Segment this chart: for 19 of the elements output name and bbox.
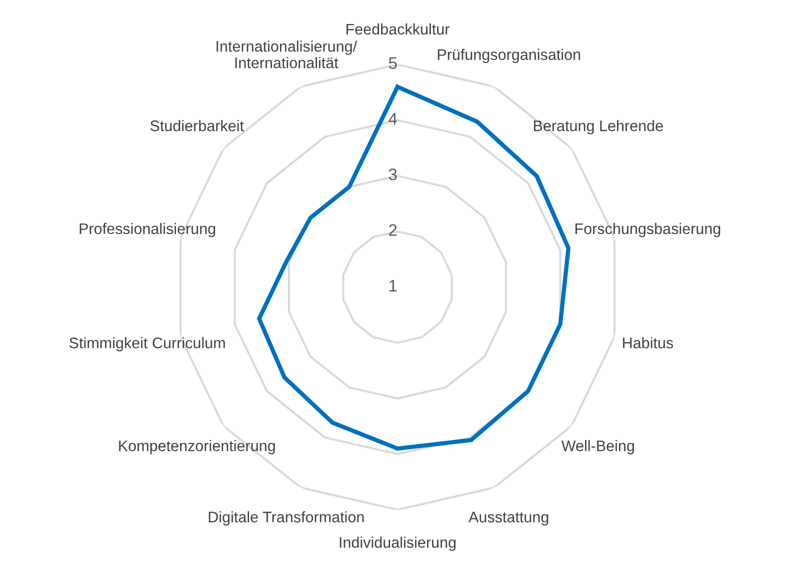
- spoke-label: Studierbarkeit: [150, 120, 244, 132]
- spoke-label: Forschungsbasierung: [575, 222, 720, 238]
- y-tick-label: 3: [388, 168, 397, 180]
- spoke-label: Feedbackkultur: [346, 23, 450, 35]
- y-tick-label: 2: [389, 224, 397, 236]
- spoke-label: Habitus: [623, 337, 674, 348]
- spoke-label: Beratung Lehrende: [534, 120, 663, 134]
- spoke-label: Ausstattung: [468, 512, 548, 526]
- spoke-label: Internationalisierung/ Internationalität: [216, 40, 358, 68]
- spoke-label: Individualisierung: [340, 536, 456, 551]
- spoke-label: Professionalisierung: [80, 222, 216, 238]
- y-tick-label: 4: [388, 113, 398, 124]
- y-tick-label: 5: [388, 57, 397, 70]
- y-tick-label: 1: [390, 280, 397, 292]
- spoke-label: Well-Being: [561, 440, 634, 454]
- spoke-label: Prüfungsorganisation: [438, 48, 580, 64]
- spoke-label: Digitale Transformation: [208, 511, 364, 526]
- spoke-label: Kompetenzorientierung: [119, 440, 275, 454]
- spoke-label: Stimmigkeit Curriculum: [69, 337, 225, 352]
